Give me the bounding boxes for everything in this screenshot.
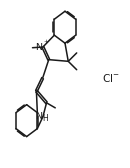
Text: N: N xyxy=(35,112,42,121)
Text: N: N xyxy=(35,43,42,52)
Text: Cl$^{-}$: Cl$^{-}$ xyxy=(102,72,120,84)
Text: H: H xyxy=(43,114,48,123)
Text: $^+$: $^+$ xyxy=(42,39,49,48)
